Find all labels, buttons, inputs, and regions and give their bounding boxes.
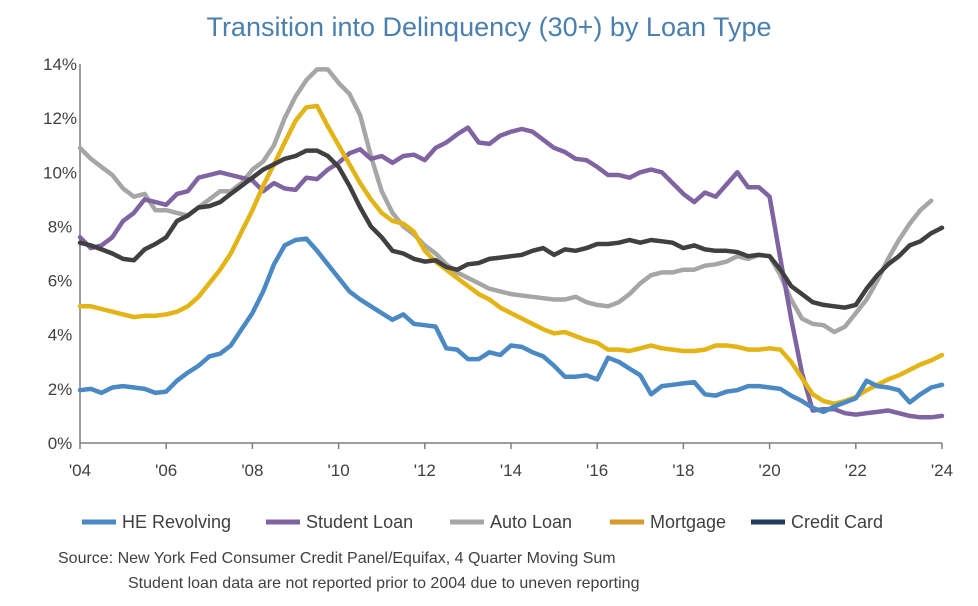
data-note: Student loan data are not reported prior… [128,575,639,592]
x-tick-label: '24 [931,461,953,480]
x-tick-label: '22 [845,461,867,480]
x-tick-label: '10 [328,461,350,480]
y-tick-label: 14% [43,55,77,74]
x-tick-label: '08 [241,461,263,480]
series-line-auto-loan [77,67,934,335]
x-axis-ticks: '04 '06 '08 '10 '12 '14 '16 '18 '20 '22 '24 [69,443,953,480]
series-lines [77,67,945,420]
series-line-mortgage [77,103,945,406]
series-line-student-loan [77,125,945,420]
y-tick-label: 2% [48,380,73,399]
chart-title: Transition into Delinquency (30+) by Loa… [206,12,771,42]
source-note: Source: New York Fed Consumer Credit Pan… [58,550,616,567]
legend-label-mortgage: Mortgage [650,512,726,532]
x-tick-label: '14 [500,461,522,480]
x-tick-label: '04 [69,461,91,480]
series-line-credit-card [77,148,945,310]
y-tick-label: 8% [48,217,73,236]
legend-label-auto-loan: Auto Loan [490,512,572,532]
y-axis-ticks: 0% 2% 4% 6% 8% 10% 12% 14% [43,55,77,453]
x-tick-label: '20 [759,461,781,480]
y-tick-label: 12% [43,109,77,128]
x-tick-label: '06 [155,461,177,480]
y-tick-label: 0% [48,434,73,453]
y-tick-label: 10% [43,163,77,182]
legend-label-credit-card: Credit Card [791,512,883,532]
x-tick-label: '12 [414,461,436,480]
legend: HE Revolving Student Loan Auto Loan Mortgag… [82,512,883,532]
y-tick-label: 4% [48,326,73,345]
x-tick-label: '18 [672,461,694,480]
y-tick-label: 6% [48,272,73,291]
legend-label-he-revolving: HE Revolving [122,512,231,532]
series-line-he-revolving [77,236,945,415]
x-tick-label: '16 [586,461,608,480]
legend-label-student-loan: Student Loan [306,512,413,532]
